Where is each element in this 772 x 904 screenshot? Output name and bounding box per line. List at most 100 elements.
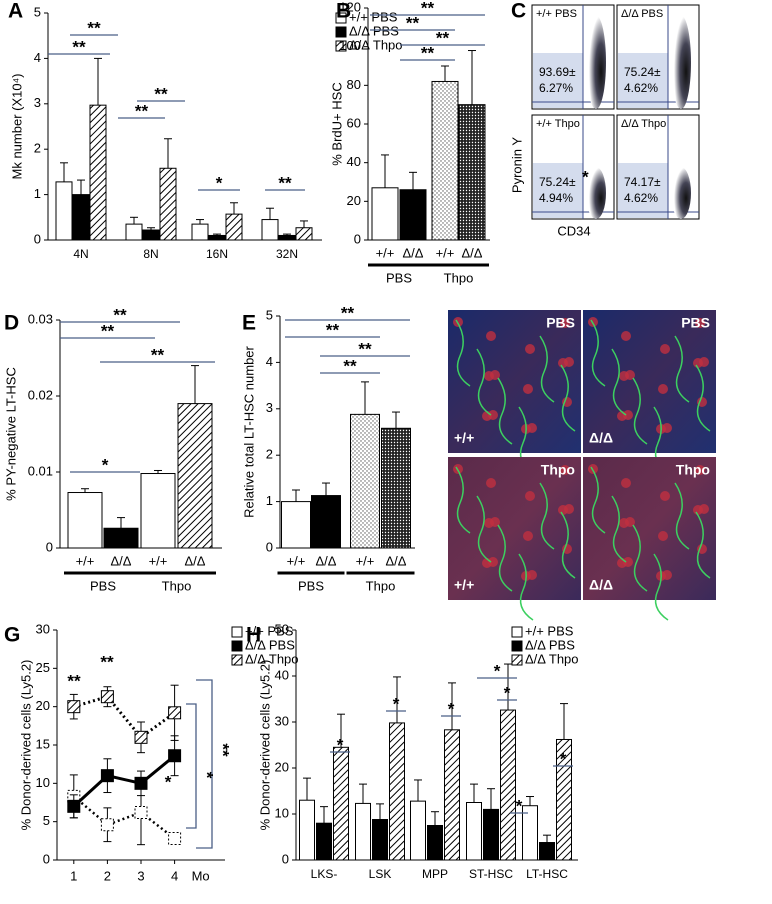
legend-swatch — [231, 626, 243, 638]
group-label: PBS — [386, 270, 412, 285]
y-tick-label: 0 — [43, 851, 50, 866]
significance-label: * — [560, 749, 567, 768]
significance-label: ** — [87, 18, 101, 37]
bar — [466, 802, 482, 861]
y-tick-label: 25 — [36, 660, 50, 675]
y-tick-label: 0 — [266, 539, 273, 554]
cell — [558, 505, 568, 515]
significance-label: ** — [135, 101, 149, 120]
panel-letter: C — [511, 0, 526, 23]
y-tick-label: 40 — [347, 154, 361, 169]
vessel — [560, 511, 576, 579]
significance-label: * — [494, 661, 501, 680]
bar — [177, 403, 213, 549]
bar — [381, 427, 411, 549]
x-tick-label: 16N — [206, 247, 228, 261]
gate — [618, 53, 668, 108]
significance-label: ** — [101, 321, 115, 340]
significance-label: ** — [436, 28, 450, 47]
treatment-label: PBS — [681, 315, 710, 331]
point — [168, 706, 182, 720]
bar — [539, 842, 555, 861]
vessel — [590, 466, 606, 534]
gate-percent: 4.62% — [624, 191, 658, 205]
panel-letter: A — [8, 0, 23, 23]
y-axis-label: Relative total LT-HSC number — [241, 345, 256, 517]
group-label: Thpo — [366, 578, 396, 593]
cell — [660, 491, 670, 501]
plot-label: +/+ PBS — [536, 8, 577, 20]
bar — [444, 729, 460, 861]
cell — [693, 358, 703, 368]
vessel — [695, 511, 711, 579]
significance-label: * — [102, 455, 109, 474]
plot-label: Δ/Δ PBS — [621, 8, 663, 20]
micrograph — [448, 457, 581, 600]
legend-swatch — [231, 640, 243, 652]
bar — [67, 492, 103, 549]
significance-label: ** — [67, 671, 81, 690]
legend-swatch — [511, 640, 523, 652]
cell — [619, 518, 629, 528]
cell — [525, 344, 535, 354]
y-tick-label: 3 — [266, 400, 273, 415]
y-axis-label: Mk number (X10⁴) — [9, 73, 24, 179]
bar — [410, 800, 426, 861]
bar — [427, 825, 443, 861]
cell — [658, 531, 668, 541]
genotype-label: Δ/Δ — [589, 430, 613, 446]
significance-label: ** — [406, 13, 420, 32]
significance-label: * — [216, 173, 223, 192]
bar — [72, 194, 90, 241]
plot-label: Δ/Δ Thpo — [621, 118, 666, 130]
bar — [458, 104, 486, 241]
vessel — [455, 319, 471, 387]
bar — [281, 501, 311, 549]
x-tick-label: Δ/Δ — [185, 553, 206, 568]
legend-label: Δ/Δ PBS — [245, 637, 295, 652]
legend-swatch — [335, 26, 347, 38]
bar — [431, 80, 459, 241]
legend-label: Δ/Δ Thpo — [349, 37, 403, 52]
series-line — [72, 795, 176, 840]
bar — [89, 104, 107, 241]
x-tick-label: 4 — [171, 868, 178, 883]
significance-label: ** — [100, 652, 114, 671]
x-tick-label: +/+ — [376, 245, 395, 260]
vessel — [518, 553, 534, 621]
vessel — [539, 335, 555, 403]
vessel — [674, 482, 690, 550]
y-tick-label: 0 — [282, 851, 289, 866]
point — [134, 730, 148, 744]
bar — [295, 227, 313, 241]
genotype-label: +/+ — [454, 430, 474, 446]
vessel — [632, 377, 648, 445]
vessel — [560, 364, 576, 432]
gate-stat: 74.17± — [624, 175, 661, 189]
bar — [483, 808, 499, 861]
cell — [562, 397, 572, 407]
series-line — [73, 694, 176, 740]
x-tick-label: ST-HSC — [469, 867, 513, 881]
significance-label: ** — [421, 43, 435, 62]
significance-label: ** — [151, 345, 165, 364]
group-label: Thpo — [162, 578, 192, 593]
significance-bracket — [186, 703, 197, 829]
significance-label: ** — [72, 37, 86, 56]
bar — [208, 234, 226, 241]
vessel — [476, 348, 492, 416]
density — [671, 15, 691, 109]
y-axis-label: % BrdU+ HSC — [329, 82, 344, 165]
y-tick-label: 2 — [266, 447, 273, 462]
x-tick-label: +/+ — [356, 553, 375, 568]
density — [671, 167, 691, 219]
y-tick-label: 0 — [46, 539, 53, 554]
gate-percent: 4.94% — [539, 191, 573, 205]
gate-stat: 93.69± — [539, 65, 576, 79]
x-tick-label: Δ/Δ — [316, 553, 337, 568]
y-tick-label: 100 — [339, 38, 361, 53]
y-tick-label: 20 — [275, 759, 289, 774]
bar — [500, 709, 516, 861]
cell — [484, 371, 494, 381]
